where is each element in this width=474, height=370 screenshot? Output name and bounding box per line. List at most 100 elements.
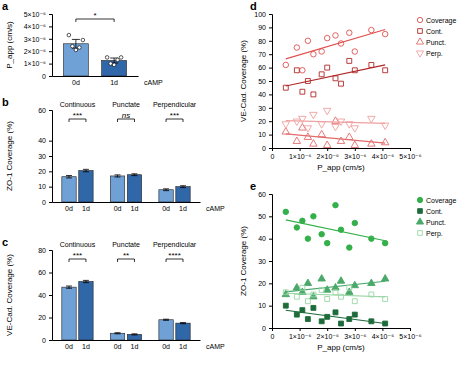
data-point xyxy=(300,218,306,224)
tick-mark xyxy=(269,81,272,82)
data-point xyxy=(294,312,299,317)
bar xyxy=(62,177,76,202)
data-point xyxy=(351,126,358,132)
data-point xyxy=(319,49,325,55)
panel-title: b xyxy=(2,96,9,108)
significance-label: *** xyxy=(73,111,82,120)
legend-label: Cont. xyxy=(426,208,443,215)
tick-mark xyxy=(269,261,272,262)
legend: Coverage Cont. Punct. Perp. xyxy=(416,17,456,58)
tick-label: 0 xyxy=(262,145,266,152)
tick-mark xyxy=(49,340,52,341)
tick: 40 xyxy=(258,91,272,98)
legend-label: Perp. xyxy=(426,230,443,238)
bar xyxy=(159,320,173,340)
tick-mark xyxy=(269,121,272,122)
data-point xyxy=(310,140,317,146)
tick: 80 xyxy=(38,247,52,254)
tick: 0 xyxy=(42,337,52,344)
legend-item: Cont. xyxy=(418,28,443,35)
x-axis xyxy=(53,340,201,341)
data-point xyxy=(293,137,300,143)
tick: 20 xyxy=(258,118,272,125)
data-point xyxy=(283,62,289,68)
tick-label: 5×10⁻⁶ xyxy=(399,333,421,340)
axis-line xyxy=(49,111,53,203)
tick-mark xyxy=(410,148,411,151)
x-axis-title: P_app (cm/s) xyxy=(317,343,365,352)
tick: 60 xyxy=(258,64,272,71)
x-tick-label: 0d xyxy=(162,343,170,350)
data-point xyxy=(283,303,288,308)
bar xyxy=(110,176,124,202)
data-point xyxy=(347,245,353,251)
tick-mark xyxy=(269,306,272,307)
legend-item: Punct. xyxy=(416,38,445,46)
plot-area xyxy=(63,33,126,76)
data-point xyxy=(283,85,288,90)
data-point xyxy=(71,44,75,48)
tick: 20 xyxy=(38,168,52,175)
axis-line xyxy=(269,195,273,329)
data-point xyxy=(310,292,317,298)
error-bar xyxy=(131,174,137,176)
tick: 0 xyxy=(271,148,275,160)
tick-label: 40 xyxy=(38,137,46,144)
tick: 30 xyxy=(38,153,52,160)
axis-line xyxy=(49,15,53,77)
panel: 0d1d*cAMP01×10⁻⁶2×10⁻⁶3×10⁻⁶4×10⁻⁶5×10⁻⁶… xyxy=(2,0,163,86)
data-point xyxy=(294,294,299,299)
tick-label: 0 xyxy=(271,333,275,340)
tick: 30 xyxy=(258,258,272,265)
data-point xyxy=(282,290,289,296)
tick-mark xyxy=(327,148,328,151)
legend-item: Coverage xyxy=(417,17,456,25)
y-axis-title: ZO-1 Coverage (%) xyxy=(239,226,248,296)
tick-mark xyxy=(269,108,272,109)
y-axis-title: VE-Cad. Coverage (%) xyxy=(5,254,14,336)
tick: 0 xyxy=(271,328,275,340)
bar xyxy=(79,171,93,202)
error-bar xyxy=(115,333,121,334)
data-point xyxy=(383,321,388,326)
data-point xyxy=(325,65,330,70)
data-point xyxy=(333,202,339,208)
tick: 4×10⁻⁶ xyxy=(372,328,394,340)
tick: 2×10⁻⁶ xyxy=(317,328,339,340)
data-point xyxy=(339,294,344,299)
legend-label: Coverage xyxy=(426,17,456,25)
plot-area xyxy=(62,169,190,202)
tick-mark xyxy=(49,202,52,203)
legend-item: Perp. xyxy=(416,50,442,58)
significance-label: ns xyxy=(122,111,130,120)
x-tick-label: 1d xyxy=(131,205,139,212)
tick: 5×10⁻⁶ xyxy=(399,328,421,340)
tick-label: 70 xyxy=(258,51,266,58)
data-point xyxy=(333,290,338,295)
data-point xyxy=(338,227,344,233)
data-point xyxy=(333,76,338,81)
tick-mark xyxy=(269,54,272,55)
x-axis-title: cAMP xyxy=(206,343,225,350)
data-point xyxy=(304,133,311,139)
group-label: Punctate xyxy=(112,241,140,248)
data-point xyxy=(283,290,288,295)
data-point xyxy=(294,68,299,73)
tick-label: 40 xyxy=(258,91,266,98)
tick-mark xyxy=(269,148,272,149)
group-label: Continuous xyxy=(60,241,96,248)
tick-mark xyxy=(269,239,272,240)
bar xyxy=(176,323,190,340)
data-point xyxy=(381,275,388,281)
tick-label: 60 xyxy=(38,107,46,114)
tick-label: 2×10⁻⁶ xyxy=(24,48,46,55)
tick-mark xyxy=(49,156,52,157)
data-point xyxy=(369,236,375,242)
data-point xyxy=(112,63,116,67)
x-tick-label: 1d xyxy=(110,79,118,86)
data-point xyxy=(116,58,120,62)
error-bar xyxy=(83,280,89,282)
data-point xyxy=(339,81,344,86)
tick-mark xyxy=(49,250,52,251)
tick-mark xyxy=(269,94,272,95)
